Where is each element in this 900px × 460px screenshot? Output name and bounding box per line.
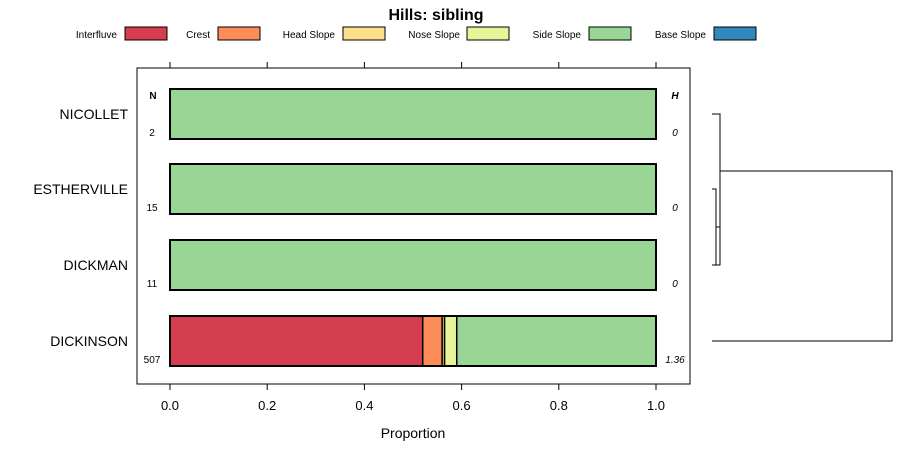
legend-label: Head Slope	[283, 30, 336, 41]
legend-label: Interfluve	[76, 30, 118, 41]
x-tick-label: 0.0	[161, 398, 179, 413]
legend-label: Base Slope	[655, 30, 707, 41]
legend-swatch	[124, 26, 168, 41]
dendrogram-branch	[712, 170, 893, 342]
bar-segment	[169, 239, 657, 291]
x-tick-label: 0.8	[550, 398, 568, 413]
legend-label: Side Slope	[533, 30, 582, 41]
legend-label: Crest	[186, 30, 210, 41]
n-value: 2	[149, 128, 155, 139]
bar-outline	[169, 88, 657, 140]
x-tick-label: 0.2	[258, 398, 276, 413]
n-value: 11	[147, 279, 158, 290]
bar-segment	[421, 315, 443, 367]
category-label: ESTHERVILLE	[33, 181, 128, 197]
h-header: H	[671, 91, 679, 102]
bar-segment	[169, 163, 657, 215]
chart-title: Hills: sibling	[388, 7, 483, 24]
bar-segment	[455, 315, 657, 367]
h-value: 0	[672, 203, 678, 214]
legend-swatch	[466, 26, 510, 41]
x-tick-label: 0.4	[355, 398, 373, 413]
h-value: 0	[672, 279, 678, 290]
n-header: N	[149, 91, 156, 102]
n-value: 15	[146, 203, 158, 214]
x-axis-label: Proportion	[381, 425, 446, 441]
bar-outline	[169, 163, 657, 215]
bar-segment	[169, 88, 657, 140]
category-label: DICKINSON	[50, 333, 128, 349]
bar-outline	[169, 239, 657, 291]
category-label: DICKMAN	[63, 257, 128, 273]
legend-swatch	[217, 26, 261, 41]
legend-swatch	[713, 26, 757, 41]
n-value: 507	[144, 355, 161, 366]
x-tick-label: 0.6	[453, 398, 471, 413]
category-label: NICOLLET	[60, 106, 129, 122]
legend-label: Nose Slope	[408, 30, 460, 41]
x-tick-label: 1.0	[647, 398, 665, 413]
bars: NICOLLET 2 0 ESTHERVILLE 15 0 DICKMAN 11 0 DICKIN…	[33, 88, 685, 367]
bar-outline	[169, 315, 657, 367]
x-axis: 0.0 0.2 0.4 0.6 0.8 1.0	[161, 62, 665, 413]
legend-swatch	[588, 26, 632, 41]
h-value: 1.36	[665, 355, 685, 366]
bar-segment	[443, 315, 458, 367]
h-value: 0	[672, 128, 678, 139]
legend: Interfluve Crest Head Slope Nose Slope Side …	[76, 26, 757, 41]
dendrogram	[712, 113, 893, 342]
bar-segment	[169, 315, 424, 367]
legend-swatch	[342, 26, 386, 41]
dendrogram-branch	[712, 188, 717, 265]
plot-frame	[136, 67, 691, 385]
